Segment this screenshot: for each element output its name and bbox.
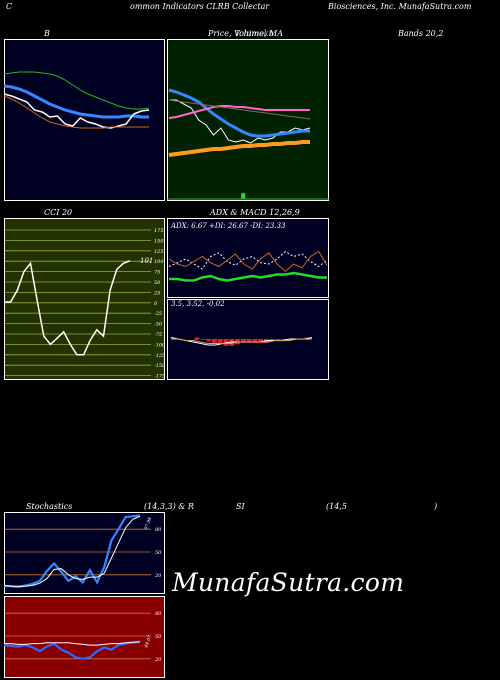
stoch-tick-label: 20 [154,573,162,579]
price-title: Price, Volume, MA [208,29,284,38]
watermark: MunafaSutra.com [172,568,405,597]
bollinger-panel [4,39,165,201]
price-ma-slow-line [168,140,310,157]
cci-title: CCI 20 [44,208,73,217]
macd-chart: 3.5, 3.52, -0.02 [167,299,329,380]
cci-tick-label: -100 [154,342,165,348]
header-mid: ommon Indicators CLRB Collectar [130,2,270,11]
adx-line [169,271,327,282]
bands-right-title: Bands 20,2 [398,29,444,38]
panel-background [4,596,165,678]
stoch-k-line [4,514,141,589]
macd-signal-line [171,338,312,344]
rsi-line [4,640,141,660]
rsi-chart: 80 50 20 44.07 [4,596,165,678]
macd-histogram-bar [240,339,246,343]
panel-background [4,218,165,380]
bollinger-lower-band [4,95,149,129]
cci-tick-label: -75 [154,332,162,338]
cci-tick-label: -125 [154,353,165,359]
cci-last-value: 101 [140,257,153,265]
cci-panel: 175 150 125 100 75 50 25 0 -25 -50 -75 -100 -125 -150… [4,218,165,380]
rsi-last-value: 44.07 [143,634,153,649]
cci-tick-label: -25 [154,311,162,317]
stochastics-chart: 80 50 20 97.98 [4,512,165,594]
cci-tick-label: 25 [153,290,160,296]
cci-tick-label: 150 [154,238,164,244]
price-title-overlap: Ichimoku [236,29,274,38]
cci-tick-label: 0 [154,301,158,307]
price-ma-extra-line [168,99,311,120]
bollinger-upper-band [4,71,150,110]
cci-tick-label: 100 [154,259,164,265]
cci-tick-label: -150 [154,363,165,369]
price-ma-mid-line [168,105,310,119]
bollinger-middle-band [4,84,149,119]
rsi-tick-label: 20 [154,657,162,663]
cci-line [4,260,131,356]
cci-tick-label: 75 [154,270,160,276]
rsi-params: (14,5 [326,502,347,511]
rsi-smoothed-line [4,641,140,646]
stoch-title: Stochastics [26,502,73,511]
macd-histogram-bar [200,339,206,340]
stoch-tick-label: 80 [155,527,162,533]
volume-bar [241,193,246,199]
plus-di-line [168,250,328,270]
bollinger-chart [4,39,165,201]
price-chart [167,39,329,201]
cci-tick-label: -175 [154,374,165,380]
macd-histogram-bar [194,337,200,340]
macd-histogram-bar [258,339,264,343]
bollinger-title: B [44,29,50,38]
stoch-tick-label: 50 [155,550,162,556]
stoch-d-line [4,515,141,587]
adx-panel: ADX: 6.67 +DI: 26.67 -DI: 23.33 [167,218,329,298]
macd-histogram-bar [211,339,217,343]
price-ma-fast-line [168,88,310,138]
macd-histogram-bar [217,339,223,345]
price-panel [167,39,329,201]
macd-readout: 3.5, 3.52, -0.02 [171,300,225,308]
macd-panel: 3.5, 3.52, -0.02 [167,299,329,380]
rsi-tick-label: 80 [155,611,162,617]
macd-histogram-bar [246,339,252,343]
cci-tick-label: -50 [154,322,163,328]
macd-histogram-bar [252,339,258,343]
rsi-tick-label: 50 [155,634,162,640]
cci-tick-label: 175 [154,228,164,234]
stoch-params: (14,3,3) & R [144,502,194,511]
minus-di-line [168,250,328,273]
rsi-panel: 80 50 20 44.07 [4,596,165,678]
adx-chart: ADX: 6.67 +DI: 26.67 -DI: 23.33 [167,218,329,298]
cci-tick-label: 125 [154,249,164,255]
stoch-last-value: 97.98 [143,516,153,530]
stochastics-panel: 80 50 20 97.98 [4,512,165,594]
si-title: SI [236,502,245,511]
cci-chart: 175 150 125 100 75 50 25 0 -25 -50 -75 -100 -125 -150… [4,218,165,380]
adx-readout: ADX: 6.67 +DI: 26.67 -DI: 23.33 [170,222,286,230]
panel-background [167,39,329,201]
cci-tick-label: 50 [154,280,161,286]
adx-title: ADX & MACD 12,26,9 [210,208,300,217]
rsi-params-close: ) [434,502,438,511]
macd-histogram-bar [206,339,212,342]
header-left: C [6,2,13,11]
header-right: Biosciences, Inc. MunafaSutra.com [328,2,472,11]
bollinger-price-line [4,93,150,129]
